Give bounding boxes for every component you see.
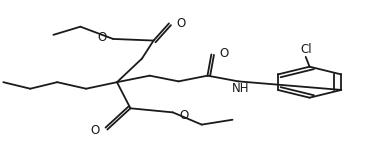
Text: O: O bbox=[90, 124, 100, 137]
Text: O: O bbox=[219, 47, 228, 60]
Text: O: O bbox=[98, 31, 107, 44]
Text: Cl: Cl bbox=[300, 43, 312, 56]
Text: NH: NH bbox=[232, 82, 249, 95]
Text: O: O bbox=[179, 109, 188, 122]
Text: O: O bbox=[177, 17, 186, 30]
